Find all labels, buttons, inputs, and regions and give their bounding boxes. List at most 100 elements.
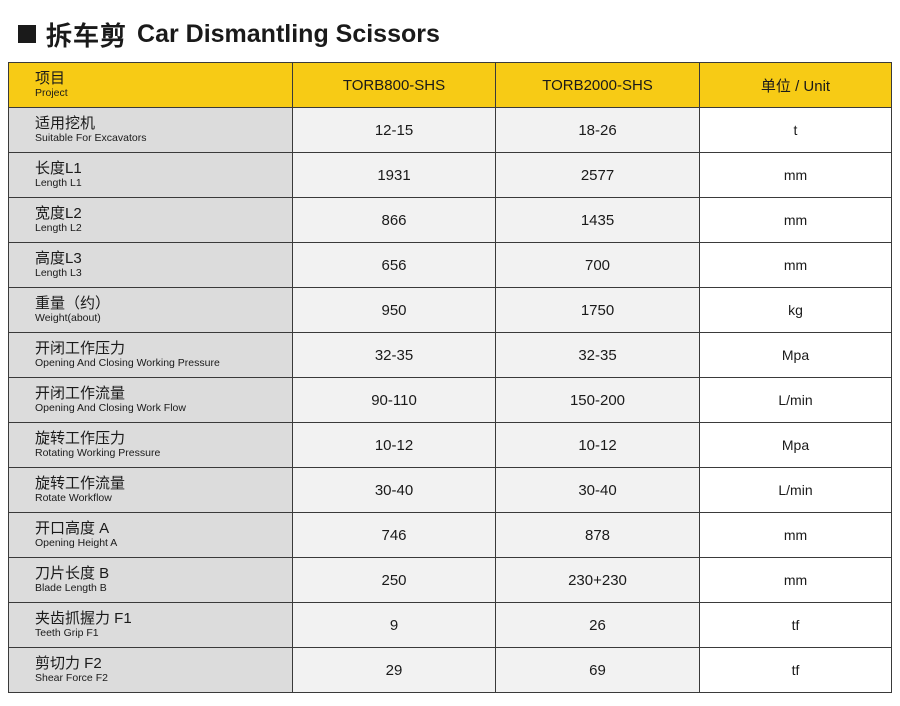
row-label: 剪切力 F2 Shear Force F2 <box>8 647 293 693</box>
row-value-model-1: 1931 <box>292 152 496 198</box>
row-label-cn: 宽度L2 <box>35 205 82 222</box>
row-label-en: Length L2 <box>35 222 82 234</box>
table-row: 适用挖机 Suitable For Excavators 12-15 18-26 t <box>8 107 892 153</box>
table-row: 夹齿抓握力 F1 Teeth Grip F1 9 26 tf <box>8 602 892 648</box>
row-unit: Mpa <box>699 332 892 378</box>
row-label-cn: 开口高度 A <box>35 520 110 537</box>
header-model-2: TORB2000-SHS <box>495 62 700 108</box>
row-value-model-2: 26 <box>495 602 700 648</box>
row-value-model-2: 150-200 <box>495 377 700 423</box>
table-row: 高度L3 Length L3 656 700 mm <box>8 242 892 288</box>
row-label-en: Opening And Closing Work Flow <box>35 402 186 414</box>
row-label: 重量（约） Weight(about) <box>8 287 293 333</box>
row-value-model-1: 866 <box>292 197 496 243</box>
row-label: 夹齿抓握力 F1 Teeth Grip F1 <box>8 602 293 648</box>
row-unit: L/min <box>699 467 892 513</box>
row-label: 适用挖机 Suitable For Excavators <box>8 107 293 153</box>
table-row: 重量（约） Weight(about) 950 1750 kg <box>8 287 892 333</box>
row-label-cn: 刀片长度 B <box>35 565 110 582</box>
row-label: 旋转工作流量 Rotate Workflow <box>8 467 293 513</box>
header-unit: 单位 / Unit <box>699 62 892 108</box>
row-value-model-1: 30-40 <box>292 467 496 513</box>
row-value-model-2: 878 <box>495 512 700 558</box>
row-value-model-1: 29 <box>292 647 496 693</box>
table-row: 宽度L2 Length L2 866 1435 mm <box>8 197 892 243</box>
header-project-cn: 项目 <box>35 70 66 87</box>
row-label-cn: 开闭工作压力 <box>35 340 126 357</box>
title-chinese: 拆车剪 <box>46 20 128 51</box>
table-row: 刀片长度 B Blade Length B 250 230+230 mm <box>8 557 892 603</box>
row-label: 开闭工作流量 Opening And Closing Work Flow <box>8 377 293 423</box>
header-project-en: Project <box>35 87 68 99</box>
row-value-model-2: 69 <box>495 647 700 693</box>
title-square-icon <box>18 25 36 43</box>
row-label: 开口高度 A Opening Height A <box>8 512 293 558</box>
header-model-1: TORB800-SHS <box>292 62 496 108</box>
row-value-model-2: 2577 <box>495 152 700 198</box>
row-unit: tf <box>699 647 892 693</box>
table-row: 长度L1 Length L1 1931 2577 mm <box>8 152 892 198</box>
table-row: 开口高度 A Opening Height A 746 878 mm <box>8 512 892 558</box>
row-label-cn: 长度L1 <box>35 160 82 177</box>
row-label-en: Rotating Working Pressure <box>35 447 161 459</box>
row-label-en: Blade Length B <box>35 582 107 594</box>
row-label-cn: 旋转工作压力 <box>35 430 126 447</box>
row-label-en: Rotate Workflow <box>35 492 112 504</box>
row-unit: mm <box>699 242 892 288</box>
row-value-model-1: 32-35 <box>292 332 496 378</box>
row-unit: mm <box>699 512 892 558</box>
table-row: 开闭工作压力 Opening And Closing Working Pressu… <box>8 332 892 378</box>
spec-table: 项目 Project TORB800-SHS TORB2000-SHS 单位 /… <box>8 62 892 693</box>
row-label-en: Length L1 <box>35 177 82 189</box>
row-label-cn: 开闭工作流量 <box>35 385 126 402</box>
row-unit: mm <box>699 197 892 243</box>
row-label-en: Weight(about) <box>35 312 101 324</box>
row-unit: mm <box>699 557 892 603</box>
row-value-model-2: 1435 <box>495 197 700 243</box>
row-unit: kg <box>699 287 892 333</box>
row-label-en: Suitable For Excavators <box>35 132 147 144</box>
row-value-model-1: 10-12 <box>292 422 496 468</box>
row-label-cn: 重量（约） <box>35 295 111 312</box>
row-value-model-2: 10-12 <box>495 422 700 468</box>
row-value-model-1: 90-110 <box>292 377 496 423</box>
row-label: 开闭工作压力 Opening And Closing Working Pressu… <box>8 332 293 378</box>
row-label: 旋转工作压力 Rotating Working Pressure <box>8 422 293 468</box>
header-project: 项目 Project <box>8 62 293 108</box>
row-value-model-1: 950 <box>292 287 496 333</box>
row-label-en: Opening Height A <box>35 537 118 549</box>
row-label-en: Shear Force F2 <box>35 672 108 684</box>
table-row: 旋转工作流量 Rotate Workflow 30-40 30-40 L/min <box>8 467 892 513</box>
row-label-en: Opening And Closing Working Pressure <box>35 357 220 369</box>
table-body: 适用挖机 Suitable For Excavators 12-15 18-26 t 长度… <box>8 107 892 693</box>
row-value-model-1: 746 <box>292 512 496 558</box>
row-value-model-2: 18-26 <box>495 107 700 153</box>
row-unit: tf <box>699 602 892 648</box>
row-unit: t <box>699 107 892 153</box>
table-row: 开闭工作流量 Opening And Closing Work Flow 90-11… <box>8 377 892 423</box>
page-title: 拆车剪 Car Dismantling Scissors <box>18 14 440 54</box>
row-label-cn: 旋转工作流量 <box>35 475 126 492</box>
row-value-model-1: 250 <box>292 557 496 603</box>
row-value-model-1: 9 <box>292 602 496 648</box>
row-label: 长度L1 Length L1 <box>8 152 293 198</box>
row-label-cn: 高度L3 <box>35 250 82 267</box>
row-label-en: Teeth Grip F1 <box>35 627 99 639</box>
row-value-model-2: 700 <box>495 242 700 288</box>
row-label-cn: 剪切力 F2 <box>35 655 102 672</box>
row-value-model-1: 12-15 <box>292 107 496 153</box>
row-unit: mm <box>699 152 892 198</box>
row-label: 刀片长度 B Blade Length B <box>8 557 293 603</box>
row-value-model-2: 230+230 <box>495 557 700 603</box>
row-label: 宽度L2 Length L2 <box>8 197 293 243</box>
row-value-model-2: 30-40 <box>495 467 700 513</box>
row-unit: L/min <box>699 377 892 423</box>
row-value-model-1: 656 <box>292 242 496 288</box>
table-header-row: 项目 Project TORB800-SHS TORB2000-SHS 单位 /… <box>8 62 892 108</box>
table-row: 剪切力 F2 Shear Force F2 29 69 tf <box>8 647 892 693</box>
row-value-model-2: 1750 <box>495 287 700 333</box>
row-label-cn: 适用挖机 <box>35 115 96 132</box>
row-label-cn: 夹齿抓握力 F1 <box>35 610 132 627</box>
row-label: 高度L3 Length L3 <box>8 242 293 288</box>
title-english: Car Dismantling Scissors <box>137 19 440 48</box>
